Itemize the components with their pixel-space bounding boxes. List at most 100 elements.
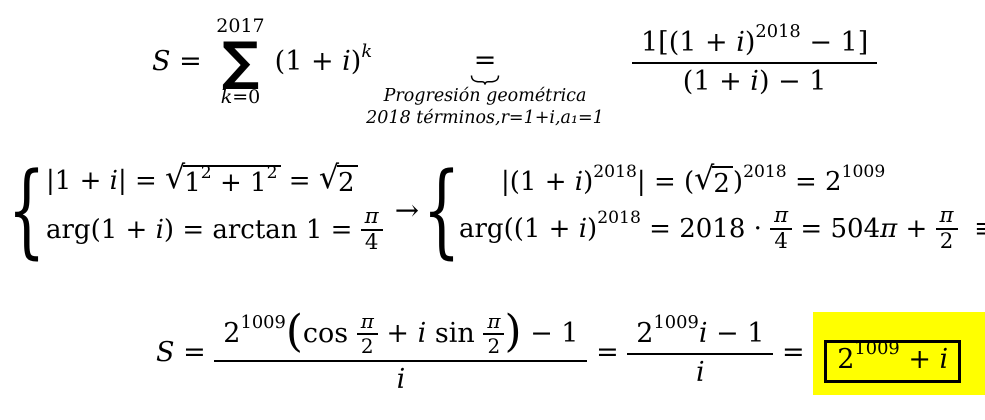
paren: ) xyxy=(732,167,744,198)
implies-arrow-icon: → xyxy=(394,192,419,227)
minus-one: − 1 xyxy=(707,317,765,349)
imaginary-unit: i xyxy=(109,166,118,197)
final-answer-box: 2 1009 + i xyxy=(824,338,962,384)
radicand-term: + 1 xyxy=(211,168,267,199)
series-term-close: ) xyxy=(350,46,362,78)
arg-open: arg((1 + xyxy=(459,213,579,244)
exponent: 2018 xyxy=(597,208,641,229)
fraction-denominator: i xyxy=(397,362,406,396)
equals-factor: = 2018 · xyxy=(640,213,771,244)
imaginary-unit: i xyxy=(750,66,759,98)
fraction-numerator: π xyxy=(483,311,505,335)
denominator-open: (1 + xyxy=(682,66,751,98)
annotation-line2: 2018 términos,r=1+i,a₁=1 xyxy=(366,108,604,129)
exponent: 2018 xyxy=(743,161,787,182)
minus-one: − 1 xyxy=(521,317,579,349)
imaginary-unit: i xyxy=(698,317,708,349)
fraction-denominator: 2 xyxy=(939,229,954,255)
underbrace-icon xyxy=(470,75,500,85)
equals-base: = 2 xyxy=(786,167,842,198)
equals-sign: = xyxy=(174,337,215,369)
equals-sign: = xyxy=(280,166,319,197)
radicand-exp: 2 xyxy=(266,162,278,183)
pi-symbol: π xyxy=(880,213,898,244)
fraction-denominator: 4 xyxy=(774,229,788,255)
fraction-numerator: π xyxy=(935,204,958,231)
fraction-numerator: π xyxy=(360,205,383,232)
exponent: 1009 xyxy=(240,312,286,334)
radicand-exp: 2 xyxy=(200,162,212,183)
series-term-exponent: k xyxy=(361,40,373,62)
numerator-paren: ) xyxy=(744,27,756,58)
paren: ) xyxy=(587,213,598,244)
imaginary-unit: i xyxy=(578,213,588,244)
equals-sign: = xyxy=(170,46,211,78)
close-paren: ) xyxy=(504,305,522,357)
numerator-tail: − 1] xyxy=(800,27,869,58)
sum-lower-limit: k =0 xyxy=(220,86,261,109)
radical-icon: √ xyxy=(694,161,715,198)
exponent: 1009 xyxy=(841,161,886,182)
numerator-open: 1[(1 + xyxy=(641,27,737,58)
radicand-term: 2 xyxy=(338,168,355,199)
simplified-fraction: 2 1009 i − 1 i xyxy=(627,312,774,390)
var-S: S xyxy=(152,46,171,78)
var-S: S xyxy=(156,337,175,369)
yellow-highlight: 2 1009 + i xyxy=(813,311,985,396)
abs-open: |(1 + xyxy=(501,167,575,198)
arg-close-equals: ) = arctan 1 = xyxy=(163,214,361,245)
fraction-numerator: 1[(1 + i) 2018 − 1] xyxy=(632,21,878,65)
open-paren: ( xyxy=(285,305,303,357)
fraction-denominator: (1 + i) − 1 xyxy=(683,64,827,98)
radicand: 2 xyxy=(337,165,358,198)
fraction-numerator: π xyxy=(356,311,378,335)
equals-sign: = xyxy=(773,337,814,369)
equation-sum-definition: S = 2017 ∑ k =0 (1 + i) k xyxy=(152,15,373,109)
equals-term: = 504 xyxy=(792,213,881,244)
curly-brace-icon: { xyxy=(423,150,461,270)
abs-close-equals: | = xyxy=(117,166,166,197)
cos-function: cos xyxy=(302,317,357,349)
radicand-term: 2 xyxy=(713,169,730,200)
denominator-tail: ) − 1 xyxy=(758,66,827,98)
square-root: √ 2 xyxy=(694,161,733,199)
plus-sign: + xyxy=(897,213,936,244)
plus-sign: + xyxy=(899,343,940,375)
imaginary-unit: i xyxy=(939,343,949,375)
radical-icon: √ xyxy=(318,160,340,197)
base-2: 2 xyxy=(837,343,855,375)
sum-upper-limit: 2017 xyxy=(216,15,265,37)
fraction-denominator: 4 xyxy=(364,230,379,256)
sum-index-var: k xyxy=(220,86,233,109)
radical-icon: √ xyxy=(165,160,186,197)
base-2: 2 xyxy=(223,317,241,349)
radicand-term: 1 xyxy=(184,168,201,199)
sum-index-value: =0 xyxy=(232,86,261,109)
sin-function: sin xyxy=(426,317,484,349)
paren: ) xyxy=(583,167,594,198)
fraction-denominator: 2 xyxy=(360,333,374,358)
base-2: 2 xyxy=(636,317,654,349)
equals-sign: = xyxy=(473,45,497,76)
numerator-exponent: 2018 xyxy=(755,21,801,43)
equivalent-sign: ≡ xyxy=(974,213,985,244)
equals-sign: = xyxy=(587,337,628,369)
annotation-line1: Progresión geométrica xyxy=(383,86,587,106)
abs-close-equals: | = ( xyxy=(636,167,695,198)
radicand: 2 xyxy=(712,166,733,199)
imaginary-unit: i xyxy=(574,167,584,198)
geometric-sum-fraction: 1[(1 + i) 2018 − 1] (1 + i) − 1 xyxy=(632,21,878,99)
plus-sign: + xyxy=(377,317,418,349)
